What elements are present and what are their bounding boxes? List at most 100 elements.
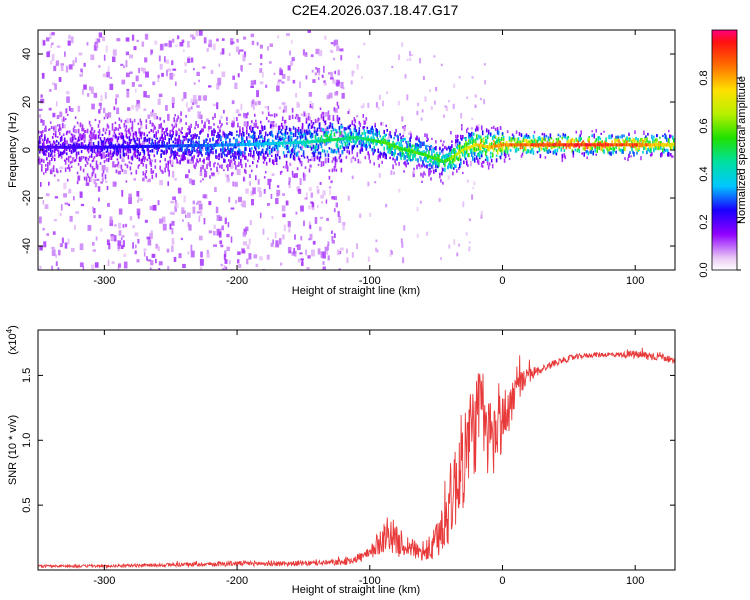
spectrogram-band-mark	[409, 142, 411, 148]
spectrogram-band-mark	[281, 116, 284, 121]
spectrogram-band-mark	[208, 155, 210, 161]
spectrogram-band-mark	[56, 124, 59, 127]
spectrogram-ridge-mark	[100, 145, 103, 149]
spectrogram-band-mark	[151, 149, 154, 153]
spectrogram-band-mark	[326, 135, 329, 138]
spectrogram-noise-mark	[133, 118, 136, 123]
spectrogram-noise-mark	[212, 43, 216, 51]
spectrogram-band-mark	[212, 116, 214, 120]
spectrogram-band-mark	[263, 176, 266, 179]
spectrogram-band-mark	[403, 162, 405, 165]
spectrogram-band-mark	[580, 137, 582, 141]
spectrogram-band-mark	[169, 156, 171, 159]
spectrogram-band-mark	[520, 133, 523, 137]
spectrogram-ridge-mark	[69, 145, 72, 149]
spectrogram-noise-mark	[171, 227, 174, 235]
spectrogram-band-mark	[431, 148, 433, 154]
spectrogram-band-mark	[586, 156, 588, 159]
spectrogram-band-mark	[477, 134, 480, 138]
spectrogram-band-mark	[316, 133, 319, 136]
colorbar-label: Normalized spectral amplitude	[736, 76, 748, 224]
spectrogram-ridge-mark	[189, 144, 191, 148]
spectrogram-band-mark	[211, 145, 213, 150]
spectrogram-noise-mark	[131, 105, 134, 110]
spectrogram-band-mark	[473, 151, 476, 157]
spectrogram-band-mark	[227, 135, 229, 139]
spectrogram-ridge-mark	[464, 147, 466, 151]
spectrogram-band-mark	[406, 143, 408, 148]
spectrogram-noise-mark	[125, 37, 130, 42]
spectrogram-band-mark	[290, 131, 293, 136]
spectrogram-band-mark	[548, 148, 551, 152]
spectrogram-noise-mark	[161, 170, 164, 174]
spectrogram-band-mark	[344, 133, 347, 137]
spectrogram-noise-mark	[48, 107, 52, 111]
spectrogram-ridge-mark	[510, 143, 513, 147]
spectrogram-noise-mark	[340, 81, 344, 89]
spectrogram-noise-mark	[109, 76, 113, 79]
spectrogram-band-mark	[664, 133, 666, 136]
spectrogram-band-mark	[653, 147, 655, 153]
spectrogram-ridge-mark	[42, 145, 44, 149]
spectrogram-band-mark	[250, 152, 252, 157]
spectrogram-band-mark	[109, 137, 112, 143]
spectrogram-band-mark	[130, 172, 133, 175]
spectrogram-band-mark	[68, 106, 71, 111]
spectrogram-ridge-mark	[567, 143, 570, 147]
spectrogram-ridge-mark	[212, 143, 214, 147]
spectrogram-ridge-mark	[492, 145, 495, 148]
spectrogram-band-mark	[471, 131, 473, 137]
spectrogram-band-mark	[183, 152, 185, 156]
spectrogram-band-mark	[173, 125, 175, 129]
spectrogram-band-mark	[110, 137, 113, 142]
spectrogram-noise-mark	[107, 65, 110, 73]
spectrogram-band-mark	[118, 147, 121, 151]
spectrogram-noise-mark	[57, 179, 60, 182]
spectrogram-ridge-mark	[388, 142, 390, 146]
spectrogram-band-mark	[66, 167, 69, 170]
spectrogram-ridge-mark	[223, 143, 225, 147]
spectrogram-noise-mark	[312, 240, 316, 245]
spectrogram-band-mark	[246, 126, 248, 129]
spectrogram-band-mark	[293, 173, 296, 178]
spectrogram-band-mark	[225, 137, 227, 141]
spectrogram-ridge-mark	[206, 143, 208, 147]
spectrogram-ridge-mark	[343, 137, 346, 141]
spectrogram-band-mark	[659, 136, 661, 139]
spectrogram-noise-mark	[217, 77, 222, 85]
spectrogram-noise-mark	[271, 173, 275, 177]
spectrogram-noise-mark	[166, 69, 168, 77]
spectrogram-noise-mark	[44, 127, 47, 132]
spectrogram-band-mark	[594, 148, 596, 153]
spectrogram-band-mark	[378, 130, 380, 136]
spectrogram-ridge-mark	[182, 144, 184, 148]
spectrogram-band-mark	[203, 124, 205, 129]
spectrogram-band-mark	[43, 150, 45, 156]
spectrogram-band-mark	[91, 172, 94, 177]
spectrogram-band-mark	[38, 160, 40, 164]
spectrogram-noise-mark	[112, 181, 117, 187]
spectrogram-noise-mark	[52, 82, 55, 86]
spectrogram-band-mark	[178, 136, 180, 142]
spectrogram-band-mark	[417, 158, 419, 163]
spectrogram-band-mark	[644, 147, 646, 150]
spectrogram-band-mark	[178, 154, 180, 157]
spectrogram-band-mark	[630, 144, 632, 149]
spectrogram-ridge-mark	[447, 158, 449, 162]
spectrogram-band-mark	[511, 145, 514, 148]
spectrogram-ridge-mark	[146, 144, 149, 148]
spectrogram-band-mark	[499, 141, 502, 146]
spectrogram-noise-mark	[77, 175, 81, 181]
spectrogram-noise-mark	[161, 216, 166, 223]
spectrogram-band-mark	[615, 135, 617, 139]
spectrogram-ridge-mark	[671, 143, 673, 147]
spectrogram-noise-mark	[69, 215, 73, 222]
spectrogram-noise-mark	[326, 251, 329, 255]
spectrogram-band-mark	[138, 137, 141, 143]
spectrogram-band-mark	[93, 168, 96, 171]
spectrogram-band-mark	[216, 155, 218, 160]
spectrogram-band-mark	[325, 141, 328, 146]
spectrogram-band-mark	[171, 123, 173, 127]
spectrogram-band-mark	[48, 128, 51, 131]
spectrogram-band-mark	[51, 155, 54, 159]
